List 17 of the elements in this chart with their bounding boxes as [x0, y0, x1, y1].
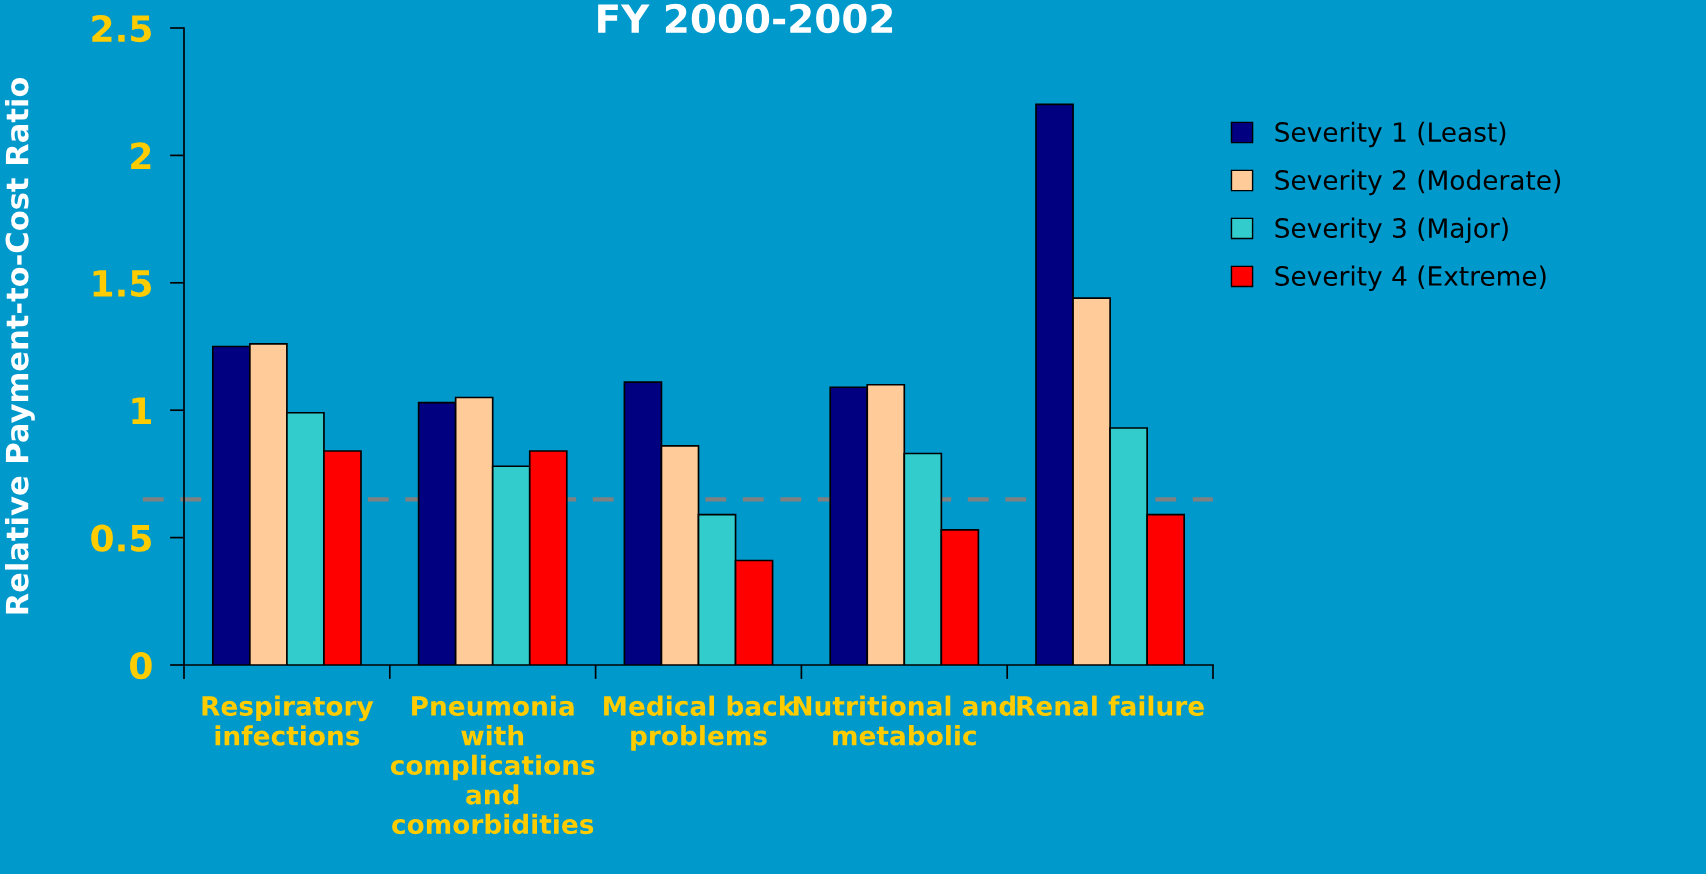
- legend-label: Severity 2 (Moderate): [1275, 169, 1561, 196]
- legend-label: Severity 1 (Least): [1275, 121, 1506, 148]
- y-tick-label: 1.5: [93, 270, 151, 298]
- x-tick-label: Renal failure: [1017, 695, 1204, 716]
- y-tick-label: 0: [130, 651, 152, 680]
- x-tick-label: Respiratory infections: [202, 695, 374, 746]
- y-tick-label: 2: [131, 142, 151, 170]
- x-tick-label: Nutritional and metabolic: [793, 695, 1015, 746]
- x-tick-label: Medical back problems: [604, 695, 796, 751]
- y-tick-label: 0.5: [91, 524, 151, 552]
- x-tick-label: Pneumonia with complications and comorbidities: [390, 695, 595, 835]
- y-axis-title: Relative Payment-to-Cost Ratio: [4, 77, 35, 614]
- y-tick-label: 1: [132, 397, 151, 424]
- legend-label: Severity 4 (Extreme): [1275, 265, 1546, 292]
- chart-title: FY 2000-2002: [598, 3, 893, 34]
- y-tick-label: 2.5: [92, 14, 151, 43]
- legend-label: Severity 3 (Major): [1275, 217, 1508, 244]
